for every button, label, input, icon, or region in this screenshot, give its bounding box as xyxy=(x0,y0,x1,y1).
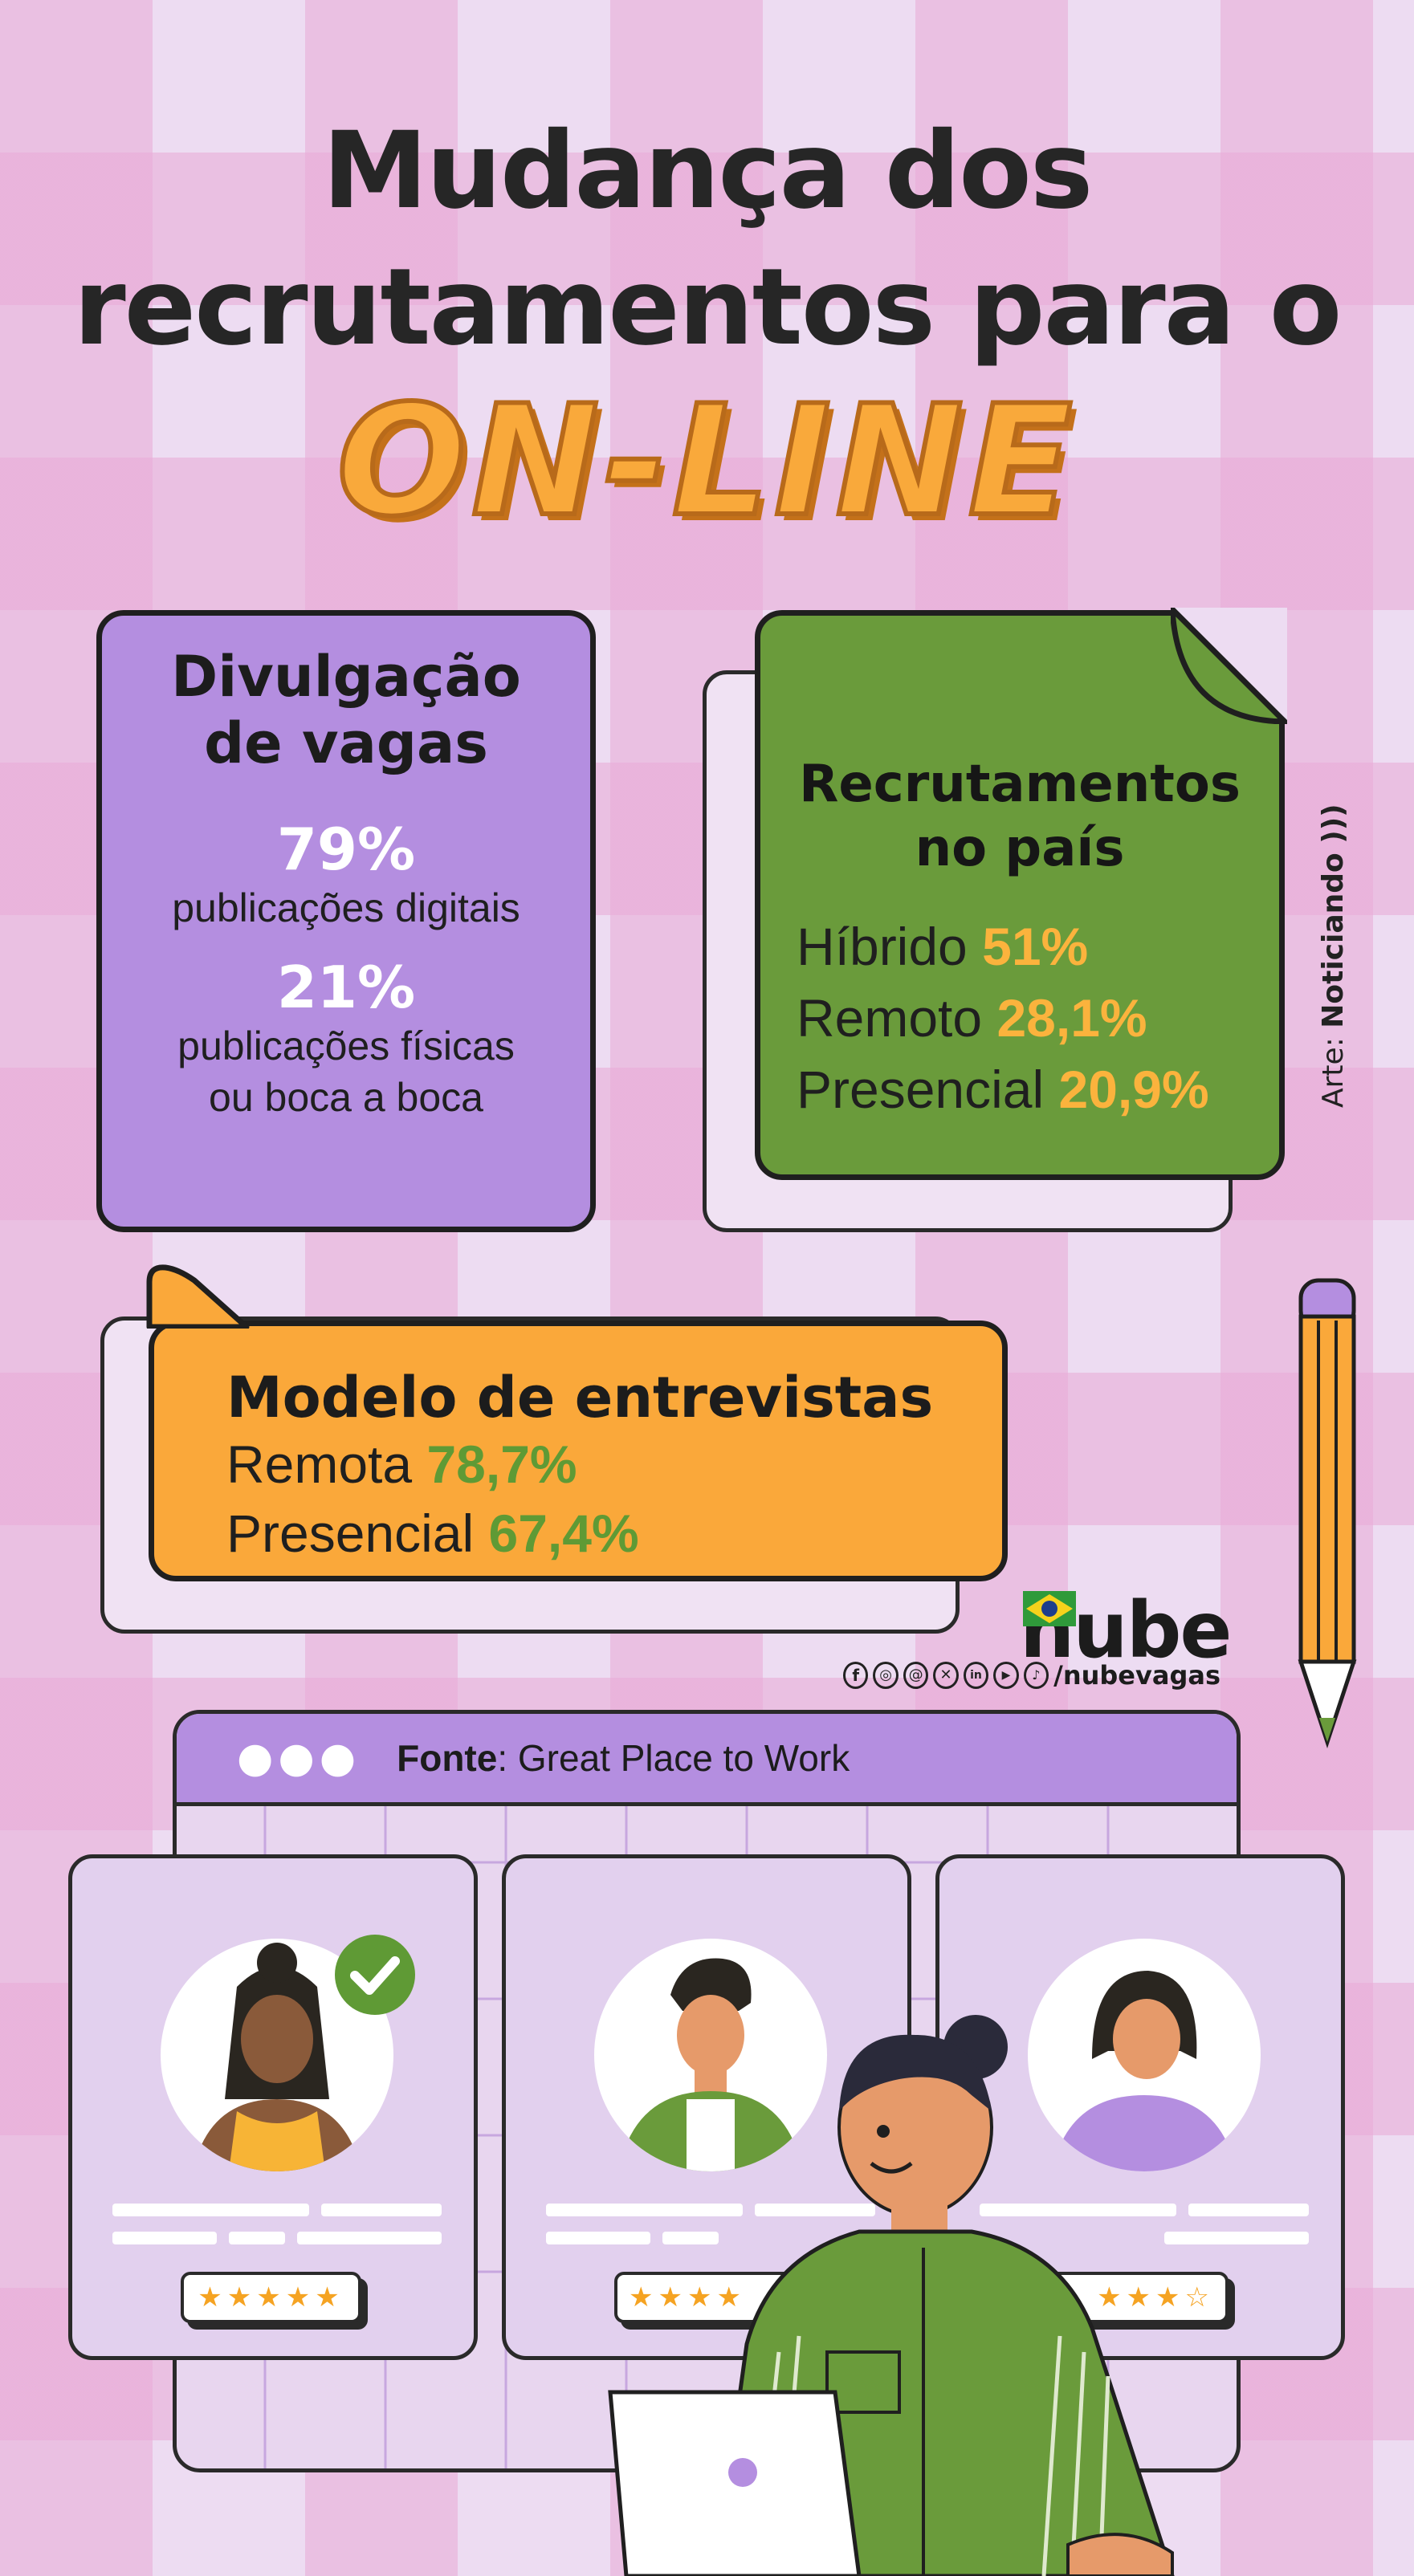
tiktok-icon[interactable]: ♪ xyxy=(1023,1662,1049,1689)
instagram-icon[interactable]: ◎ xyxy=(873,1662,899,1689)
verified-check-icon xyxy=(335,1935,415,2015)
credit-prefix: Arte: xyxy=(1317,1037,1350,1108)
text-placeholder xyxy=(980,2204,1176,2216)
profile-card-1[interactable]: ★★★★★ xyxy=(68,1854,478,2360)
text-placeholder xyxy=(1188,2204,1309,2216)
recrutamentos-title-2: no país xyxy=(915,819,1125,878)
recrutamento-item-remoto: Remoto 28,1% xyxy=(797,983,1279,1054)
credit-brand: Noticiando xyxy=(1317,853,1350,1028)
source-label: Fonte xyxy=(397,1737,498,1779)
item-label: Híbrido xyxy=(797,917,968,976)
window-dots-icon: ●●● xyxy=(237,1734,361,1782)
source-text: Fonte: Great Place to Work xyxy=(397,1736,850,1780)
recrutamentos-card: Recrutamentos no país Híbrido 51% Remoto… xyxy=(755,610,1285,1180)
text-placeholder xyxy=(755,2204,875,2216)
text-placeholder xyxy=(297,2232,442,2244)
brazil-flag-icon xyxy=(1023,1591,1076,1626)
x-icon[interactable]: ✕ xyxy=(933,1662,959,1689)
item-label: Remoto xyxy=(797,988,983,1048)
social-handle: /nubevagas xyxy=(1053,1660,1220,1691)
divulgacao-title-2: de vagas xyxy=(204,710,488,776)
social-row: f ◎ @ ✕ in ▶ ♪ /nubevagas xyxy=(842,1660,1220,1691)
speech-tail-icon xyxy=(146,1264,250,1329)
stat-fisicas-label-2: ou boca a boca xyxy=(209,1075,483,1121)
title-line-2: recrutamentos para o xyxy=(73,246,1343,369)
stat-digital-value: 79% xyxy=(276,816,416,884)
entrevistas-title: Modelo de entrevistas xyxy=(226,1365,934,1430)
recrutamento-item-presencial: Presencial 20,9% xyxy=(797,1054,1279,1125)
pencil-icon xyxy=(1298,1278,1357,1748)
item-value: 78,7% xyxy=(426,1435,577,1494)
item-value: 67,4% xyxy=(488,1503,639,1563)
item-label: Presencial xyxy=(226,1503,475,1563)
avatar xyxy=(1028,1939,1261,2171)
item-label: Presencial xyxy=(797,1060,1045,1120)
item-value: 20,9% xyxy=(1058,1060,1209,1120)
divulgacao-card: Divulgação de vagas 79% publicações digi… xyxy=(96,610,596,1232)
entrevistas-card: Modelo de entrevistas Remota 78,7% Prese… xyxy=(149,1321,1008,1581)
item-value: 28,1% xyxy=(996,988,1147,1048)
recrutamentos-list: Híbrido 51% Remoto 28,1% Presencial 20,9… xyxy=(797,911,1279,1125)
avatar xyxy=(594,1939,827,2171)
browser-bar: ●●● Fonte: Great Place to Work xyxy=(177,1714,1237,1806)
item-value: 51% xyxy=(982,917,1089,976)
title-line-1: Mudança dos xyxy=(322,109,1094,233)
man-with-laptop-illustration xyxy=(608,2015,1175,2576)
linkedin-icon[interactable]: in xyxy=(963,1662,989,1689)
folded-corner-icon xyxy=(1171,608,1287,724)
text-placeholder xyxy=(112,2232,217,2244)
text-placeholder xyxy=(546,2204,743,2216)
recrutamentos-title-1: Recrutamentos xyxy=(799,755,1241,814)
entrevista-item-remota: Remota 78,7% xyxy=(226,1430,1002,1500)
art-credit: Arte: Noticiando ))) xyxy=(1317,804,1350,1108)
text-placeholder xyxy=(229,2232,285,2244)
youtube-icon[interactable]: ▶ xyxy=(993,1662,1019,1689)
entrevista-item-presencial: Presencial 67,4% xyxy=(226,1500,1002,1569)
item-label: Remota xyxy=(226,1435,413,1494)
title-highlight: ON-LINE xyxy=(335,372,1078,550)
star-rating: ★★★★★ xyxy=(181,2272,361,2323)
threads-icon[interactable]: @ xyxy=(903,1662,929,1689)
profile-card-3[interactable]: ★★★☆ xyxy=(935,1854,1345,2360)
source-value: : Great Place to Work xyxy=(497,1737,850,1779)
recrutamento-item-hibrido: Híbrido 51% xyxy=(797,911,1279,983)
profile-card-2[interactable]: ★★★★ xyxy=(502,1854,911,2360)
stat-digital-label: publicações digitais xyxy=(172,885,520,931)
divulgacao-title-1: Divulgação xyxy=(171,644,521,710)
text-placeholder xyxy=(321,2204,442,2216)
stat-fisicas-label-1: publicações físicas xyxy=(177,1023,515,1069)
text-placeholder xyxy=(1164,2232,1309,2244)
stat-fisicas-value: 21% xyxy=(276,954,416,1022)
text-placeholder xyxy=(112,2204,309,2216)
text-placeholder xyxy=(662,2232,719,2244)
facebook-icon[interactable]: f xyxy=(842,1662,869,1689)
text-placeholder xyxy=(546,2232,650,2244)
